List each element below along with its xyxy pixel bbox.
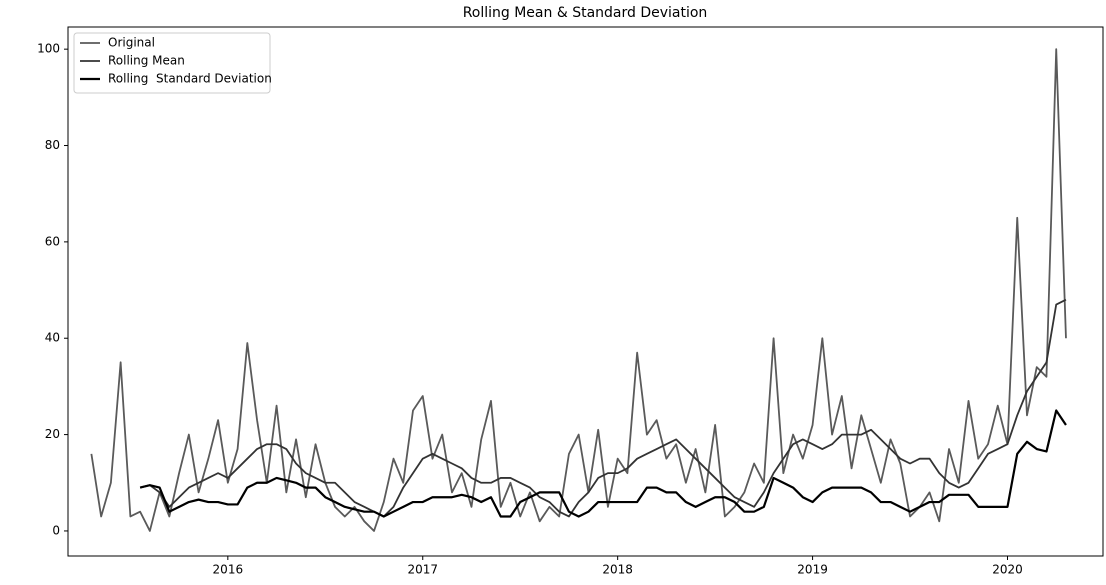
y-tick-label: 0 [52,523,60,537]
series-line [139,409,1067,518]
legend-label: Rolling Standard Deviation [108,72,272,86]
x-tick-label: 2019 [797,563,828,577]
legend: Original Rolling Mean Rolling Standard Dev… [73,32,272,94]
series-line [90,48,1067,532]
y-tick-label: 20 [45,427,60,441]
y-tick-label: 60 [45,234,60,248]
x-tick-label: 2018 [602,563,633,577]
series-line [139,298,1067,518]
y-tick-label: 100 [37,42,60,56]
y-tick-label: 80 [45,138,60,152]
legend-box [73,32,271,94]
plot-frame [67,26,1104,557]
y-tick-label: 40 [45,331,60,345]
chart-title: Rolling Mean & Standard Deviation [463,5,708,21]
legend-label: Rolling Mean [108,54,185,68]
x-tick-label: 2020 [992,563,1023,577]
x-tick-label: 2017 [407,563,438,577]
x-tick-label: 2016 [213,563,244,577]
legend-label: Original [108,36,155,50]
